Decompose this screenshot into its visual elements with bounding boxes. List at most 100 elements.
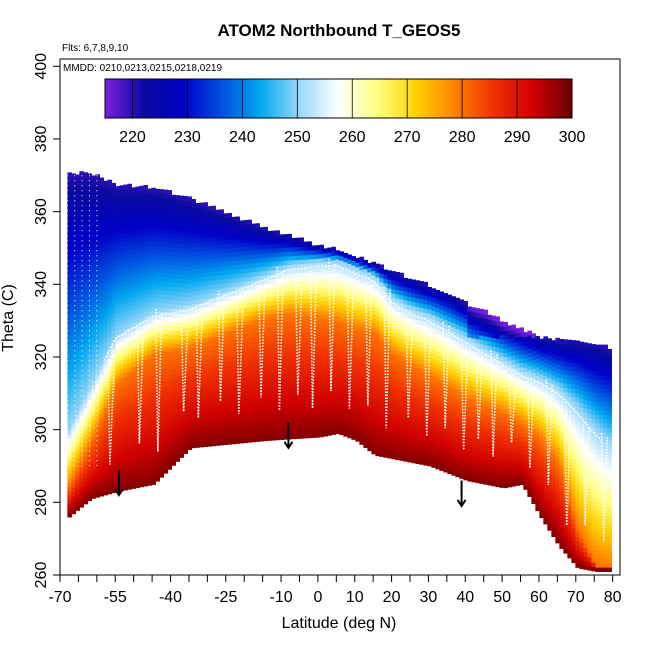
field-cell [151, 187, 156, 193]
field-cell [75, 314, 80, 320]
field-cell [95, 435, 100, 441]
field-cell [75, 309, 80, 315]
field-cell [315, 301, 320, 307]
field-cell [175, 286, 180, 292]
field-cell [179, 374, 184, 380]
field-cell [155, 350, 160, 356]
field-cell [203, 302, 208, 308]
field-cell [119, 246, 124, 252]
field-cell [143, 307, 148, 313]
field-cell [83, 399, 88, 405]
field-cell [307, 337, 312, 343]
field-cell [243, 250, 248, 256]
field-cell [295, 294, 300, 300]
field-cell [139, 294, 144, 300]
field-cell [71, 369, 76, 375]
field-cell [143, 228, 148, 234]
field-cell [327, 247, 332, 253]
field-cell [335, 420, 340, 426]
field-cell [315, 314, 320, 320]
field-cell [203, 402, 208, 408]
field-cell [303, 311, 308, 317]
field-cell [155, 223, 160, 229]
field-cell [163, 202, 168, 208]
field-cell [67, 172, 72, 178]
field-cell [199, 272, 204, 278]
field-cell [223, 431, 228, 437]
field-cell [135, 269, 140, 275]
field-cell [67, 290, 72, 296]
field-cell [391, 415, 396, 421]
field-cell [299, 337, 304, 343]
field-cell [191, 386, 196, 392]
field-cell [107, 371, 112, 377]
field-cell [243, 416, 248, 422]
field-cell [299, 237, 304, 243]
field-cell [119, 303, 124, 309]
field-cell [163, 302, 168, 308]
field-cell [155, 411, 160, 417]
field-cell [287, 395, 292, 401]
field-cell [223, 413, 228, 419]
field-cell [91, 419, 96, 425]
field-cell [79, 280, 84, 286]
field-cell [119, 460, 124, 466]
field-cell [87, 291, 92, 297]
field-cell [387, 375, 392, 380]
field-cell [187, 379, 192, 385]
field-cell [79, 315, 84, 321]
field-cell [403, 286, 408, 292]
field-cell [411, 279, 416, 285]
field-cell [91, 345, 96, 351]
field-cell [135, 470, 140, 475]
field-cell [411, 432, 416, 438]
field-cell [123, 202, 128, 207]
field-cell [203, 206, 208, 212]
field-cell [95, 427, 100, 433]
field-cell [107, 445, 112, 451]
field-cell [191, 294, 196, 300]
field-cell [359, 322, 364, 328]
field-cell [155, 371, 160, 377]
field-cell [179, 435, 184, 441]
field-cell [71, 487, 76, 493]
field-cell [95, 231, 100, 236]
field-cell [207, 332, 212, 338]
field-cell [195, 316, 200, 322]
field-cell [127, 214, 132, 220]
field-cell [407, 291, 412, 297]
field-cell [67, 390, 72, 396]
field-cell [131, 396, 136, 402]
field-cell [67, 386, 72, 392]
field-cell [243, 272, 248, 278]
field-cell [407, 422, 412, 428]
field-cell [411, 375, 416, 381]
field-cell [219, 209, 224, 215]
field-cell [135, 217, 140, 223]
field-cell [135, 478, 140, 484]
field-cell [215, 296, 220, 302]
field-cell [135, 247, 140, 253]
field-cell [407, 435, 412, 441]
field-cell [243, 429, 248, 435]
field-cell [267, 418, 272, 424]
field-cell [351, 373, 356, 379]
field-cell [351, 399, 356, 405]
field-cell [155, 398, 160, 404]
field-cell [147, 214, 152, 220]
field-cell [187, 392, 192, 398]
field-cell [111, 448, 116, 454]
field-cell [67, 181, 72, 187]
field-cell [263, 344, 268, 350]
field-cell [371, 362, 376, 368]
field-cell [123, 372, 128, 378]
field-cell [327, 264, 332, 270]
field-cell [203, 250, 208, 256]
field-cell [83, 346, 88, 352]
field-cell [275, 247, 280, 253]
field-cell [267, 348, 272, 354]
field-cell [67, 272, 72, 278]
field-cell [267, 309, 272, 315]
field-cell [179, 300, 184, 306]
field-cell [379, 268, 384, 274]
